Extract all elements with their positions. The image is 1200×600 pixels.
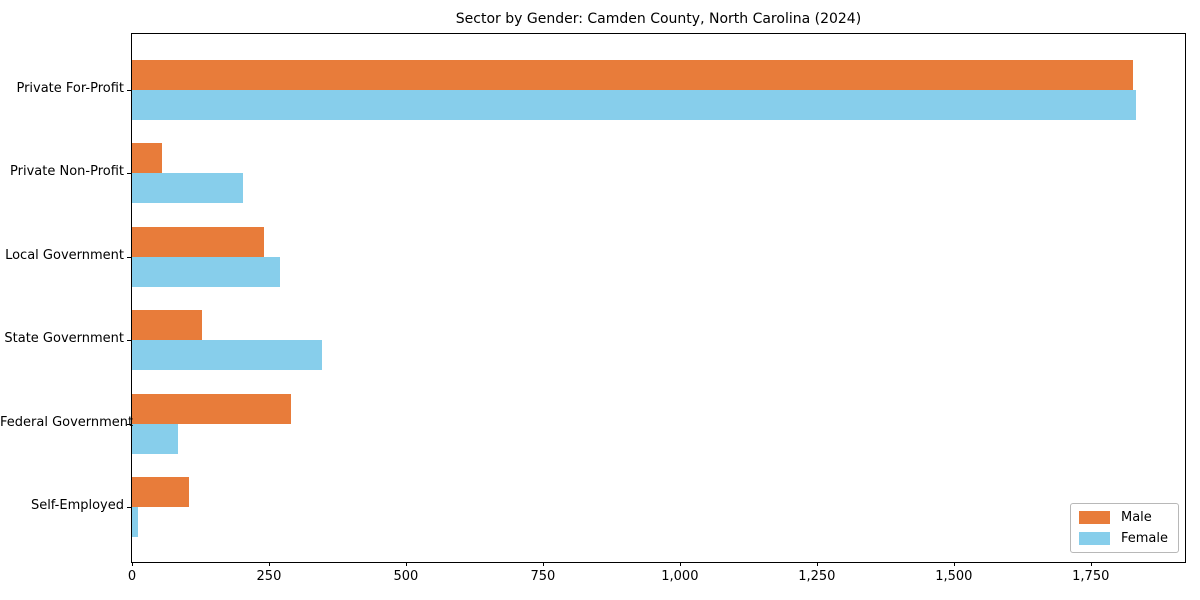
bar-female-private-for-profit bbox=[132, 89, 1136, 120]
bar-male-state-government bbox=[132, 310, 203, 340]
x-tick-label-1000: 1,000 bbox=[661, 569, 699, 584]
legend-label-female: Female bbox=[1120, 531, 1168, 546]
y-tick-label-private-for-profit: Private For-Profit bbox=[16, 80, 124, 96]
y-tick-mark bbox=[127, 507, 131, 508]
x-tick-mark bbox=[542, 562, 544, 566]
y-tick-label-self-employed: Self-Employed bbox=[30, 498, 124, 513]
bar-male-local-government bbox=[132, 226, 265, 257]
y-tick-mark bbox=[127, 423, 131, 425]
y-tick-mark bbox=[127, 89, 131, 91]
x-tick-label-750: 750 bbox=[530, 569, 556, 584]
bar-female-state-government bbox=[132, 340, 322, 370]
y-tick-label-local-government: Local Government bbox=[5, 247, 124, 263]
y-tick-label-federal-government: Federal Government bbox=[0, 414, 134, 430]
x-tick-mark bbox=[132, 562, 133, 566]
bar-male-self-employed bbox=[132, 477, 189, 507]
bar-female-local-government bbox=[132, 256, 280, 287]
legend: Male Female bbox=[1069, 503, 1179, 553]
y-tick-mark bbox=[127, 173, 131, 174]
bar-female-self-employed bbox=[132, 507, 139, 537]
x-tick-mark bbox=[679, 562, 681, 566]
y-tick-mark bbox=[127, 256, 131, 258]
legend-swatch-female bbox=[1078, 532, 1110, 545]
bar-male-private-non-profit bbox=[132, 143, 162, 173]
legend-item-female: Female bbox=[1078, 531, 1168, 546]
legend-label-male: Male bbox=[1120, 510, 1152, 525]
x-tick-mark bbox=[405, 562, 407, 566]
legend-swatch-male bbox=[1078, 511, 1110, 524]
chart-title: Sector by Gender: Camden County, North C… bbox=[455, 11, 862, 27]
bar-male-federal-government bbox=[132, 393, 291, 424]
x-tick-label-1750: 1,750 bbox=[1072, 569, 1110, 584]
y-tick-mark bbox=[127, 340, 131, 341]
y-tick-label-state-government: State Government bbox=[4, 331, 124, 346]
y-tick-label-private-non-profit: Private Non-Profit bbox=[10, 164, 124, 179]
x-tick-label-1250: 1,250 bbox=[798, 569, 836, 584]
x-tick-label-500: 500 bbox=[393, 569, 419, 584]
x-tick-label-250: 250 bbox=[256, 569, 282, 584]
x-tick-mark bbox=[1090, 562, 1092, 566]
x-tick-mark bbox=[953, 562, 955, 566]
legend-item-male: Male bbox=[1078, 510, 1168, 525]
plot-area: Male Female bbox=[127, 33, 1186, 566]
x-tick-mark bbox=[268, 562, 270, 566]
x-tick-mark bbox=[816, 562, 818, 566]
bar-female-private-non-profit bbox=[132, 173, 244, 203]
x-tick-label-1500: 1,500 bbox=[935, 569, 973, 584]
bar-male-private-for-profit bbox=[132, 59, 1133, 90]
x-tick-label-0: 0 bbox=[127, 569, 137, 584]
bar-female-federal-government bbox=[132, 423, 179, 454]
